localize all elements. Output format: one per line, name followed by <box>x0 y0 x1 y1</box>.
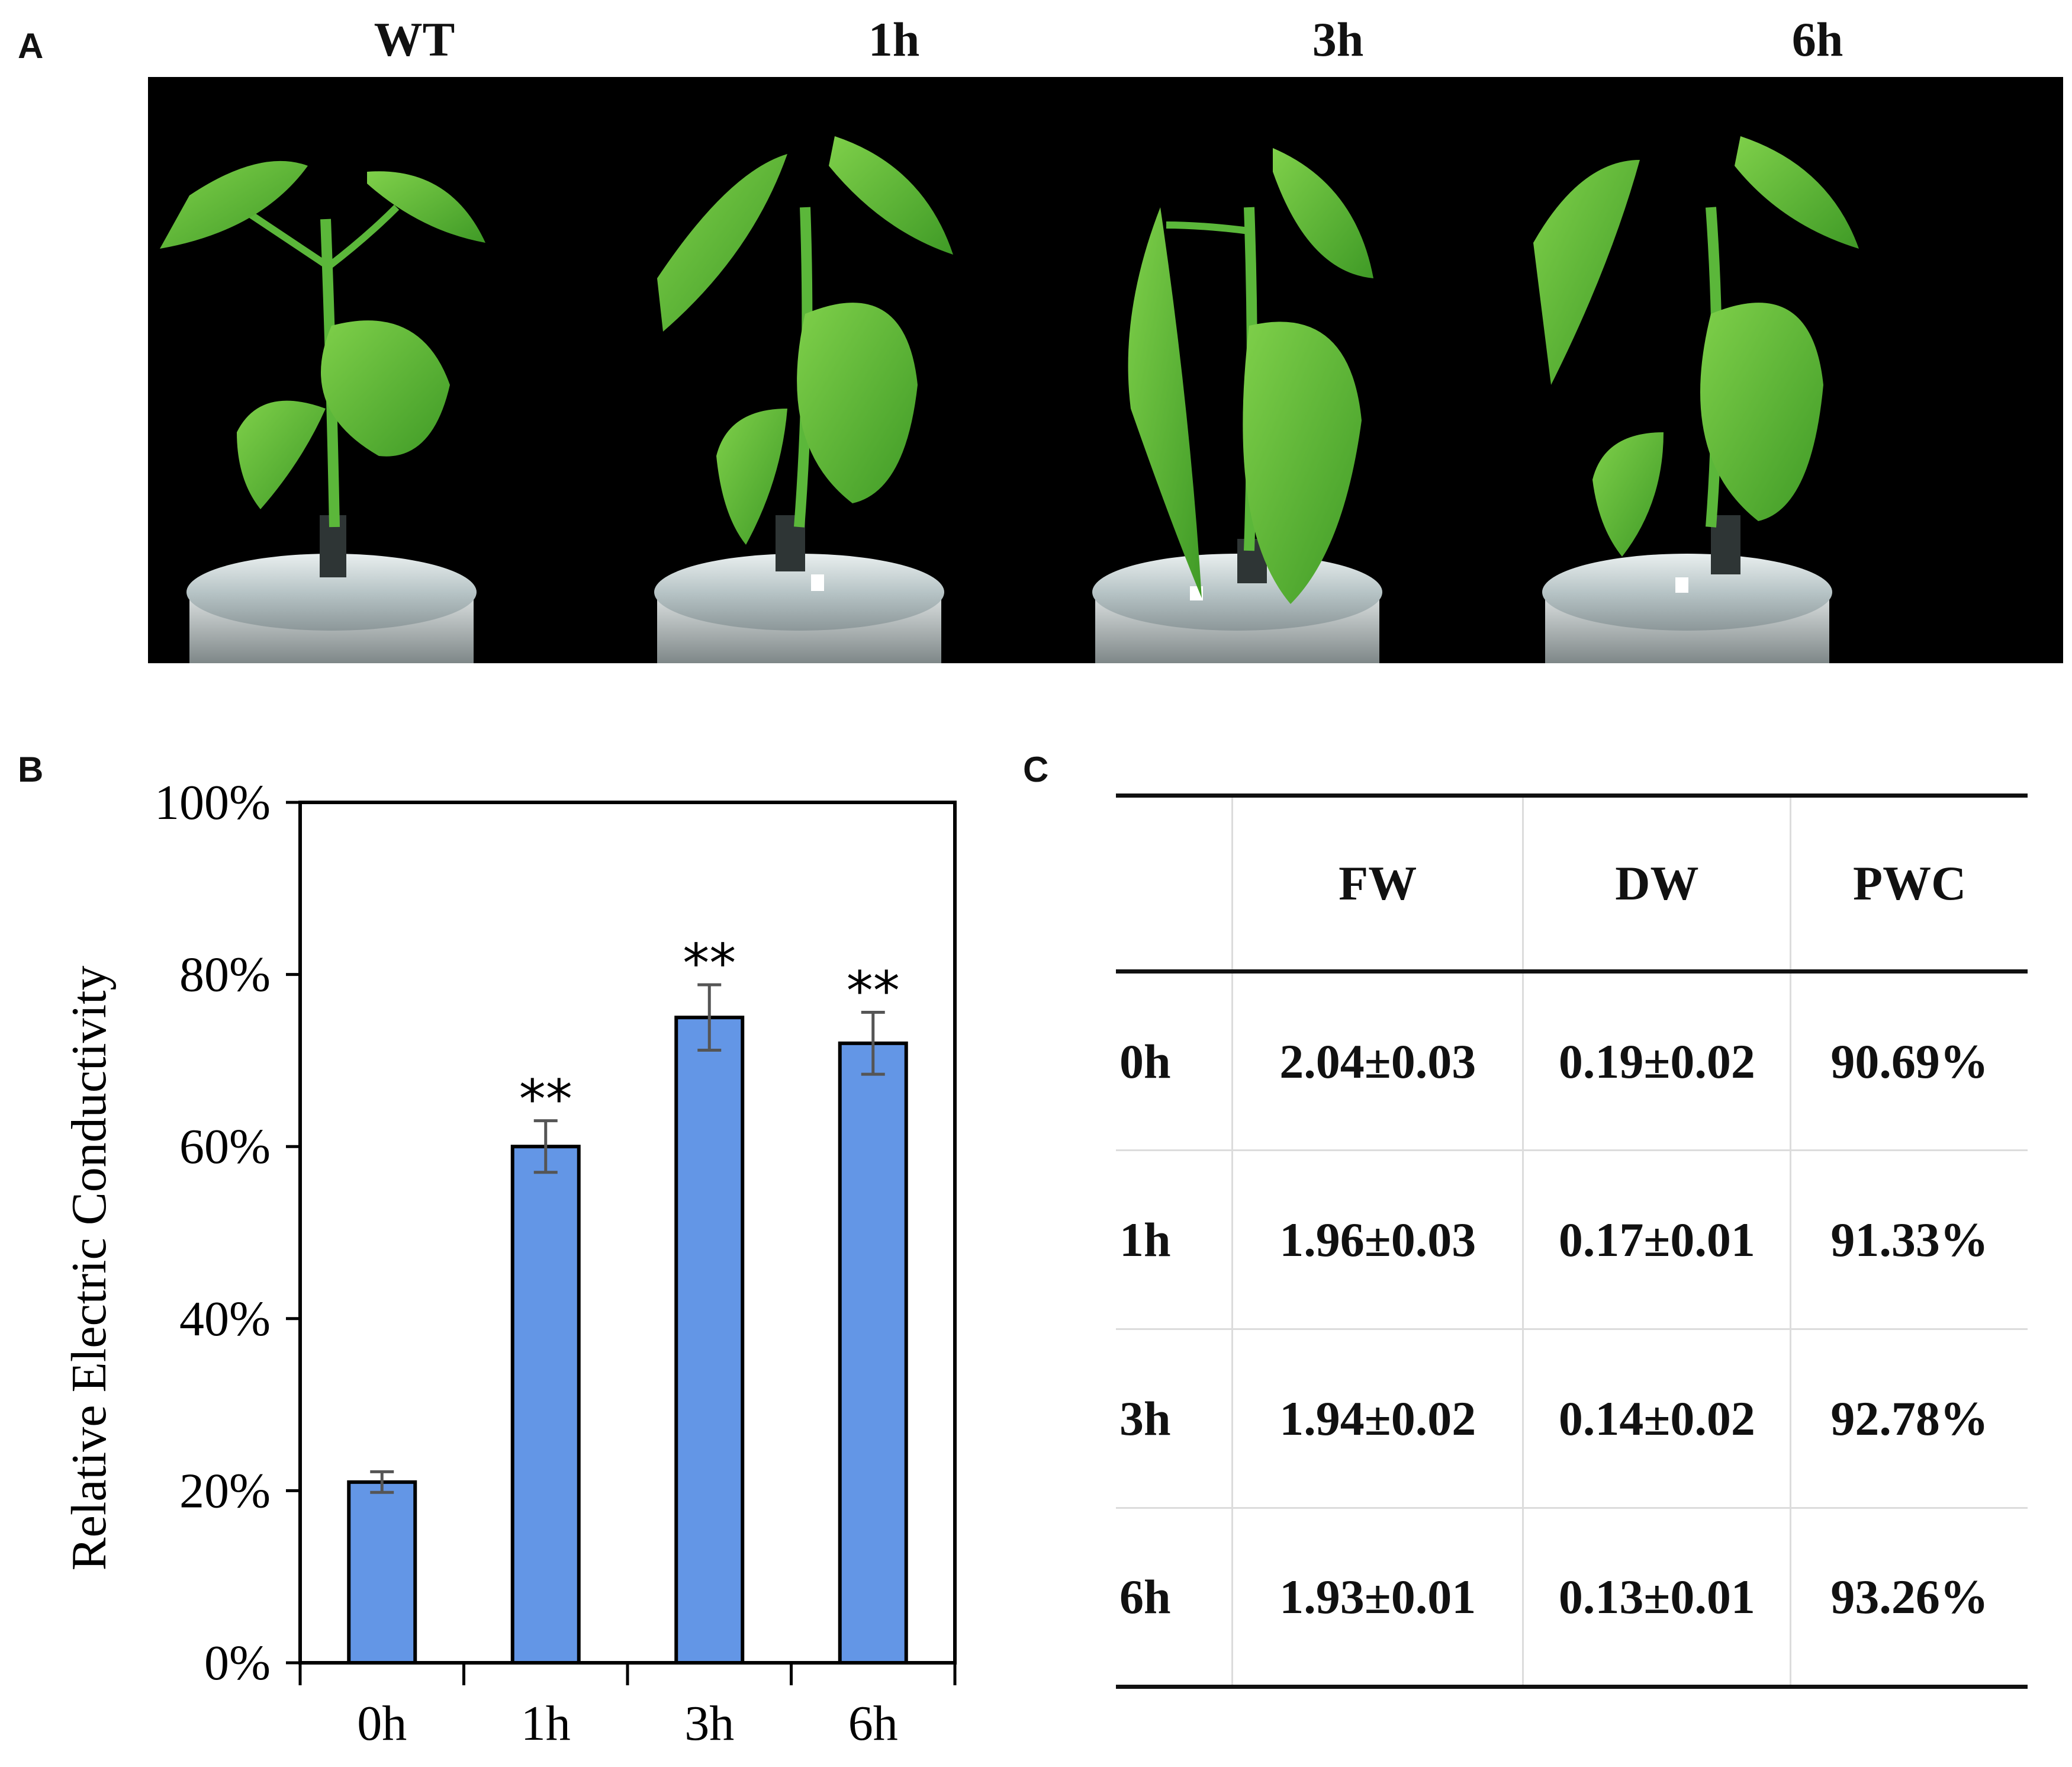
table-cell: 6h <box>1116 1508 1233 1689</box>
table-cell: 93.26% <box>1790 1508 2028 1689</box>
table-cell: 91.33% <box>1790 1150 2028 1330</box>
y-tick-label: 20% <box>179 1463 271 1518</box>
bar-1h <box>510 1145 581 1665</box>
y-axis-label: Relative Electric Conductivity <box>62 966 117 1571</box>
panel-a-label: A <box>18 26 44 66</box>
plant-1h <box>654 136 953 663</box>
photo-title-6h: 6h <box>1791 12 1843 66</box>
table-cell: 1.93±0.01 <box>1231 1508 1524 1689</box>
bar-3h <box>674 1016 745 1665</box>
table-cell: 0.17±0.01 <box>1522 1150 1792 1330</box>
photo-title-1h: 1h <box>868 12 920 66</box>
y-tick-label: 80% <box>179 947 271 1003</box>
table-header-corner <box>1116 795 1233 974</box>
table-cell: 0.14±0.02 <box>1522 1329 1792 1509</box>
plant-6h <box>1533 136 1859 663</box>
table-cell: 92.78% <box>1790 1329 2028 1509</box>
table-header-row: FW DW PWC <box>1116 795 2028 974</box>
bar-0h <box>347 1480 417 1665</box>
panel-b-label: B <box>18 750 44 789</box>
table-header-pwc: PWC <box>1790 795 2028 974</box>
table-cell: 1.94±0.02 <box>1231 1329 1524 1509</box>
y-tick-label: 60% <box>179 1119 271 1174</box>
bar-6h <box>838 1041 908 1665</box>
x-tick-label: 3h <box>684 1696 734 1751</box>
table-row: 1h 1.96±0.03 0.17±0.01 91.33% <box>1116 1150 2028 1330</box>
table-header-dw: DW <box>1522 795 1792 974</box>
table-cell: 2.04±0.03 <box>1231 971 1524 1151</box>
y-tick-label: 40% <box>179 1291 271 1347</box>
plant-3h <box>1092 148 1382 663</box>
significance-label: ** <box>519 1069 572 1131</box>
x-tick-label: 0h <box>357 1696 407 1751</box>
photo-title-3h: 3h <box>1312 12 1364 66</box>
y-tick-label: 100% <box>155 775 271 830</box>
conductivity-bar-chart: 0% 20% 40% 60% 80% 100% 0h 1h ** 3h ** 6h ** Relative… <box>62 775 957 1751</box>
table-row: 6h 1.93±0.01 0.13±0.01 93.26% <box>1116 1508 2028 1689</box>
table-row: 3h 1.94±0.02 0.14±0.02 92.78% <box>1116 1329 2028 1509</box>
table-cell: 0.13±0.01 <box>1522 1508 1792 1689</box>
photo-title-wt: WT <box>374 12 455 66</box>
weight-table: FW DW PWC 0h 2.04±0.03 0.19±0.02 90.69% … <box>1116 793 2028 1689</box>
x-tick-label: 1h <box>521 1696 571 1751</box>
table-cell: 0h <box>1116 971 1233 1151</box>
table-cell: 90.69% <box>1790 971 2028 1151</box>
plant-photo-strip <box>148 77 2063 663</box>
table-row: 0h 2.04±0.03 0.19±0.02 90.69% <box>1116 971 2028 1151</box>
significance-label: ** <box>847 960 900 1023</box>
table-cell: 0.19±0.02 <box>1522 971 1792 1151</box>
table-header-fw: FW <box>1231 795 1524 974</box>
y-tick-label: 0% <box>204 1636 271 1691</box>
table-cell: 3h <box>1116 1329 1233 1509</box>
table-cell: 1.96±0.03 <box>1231 1150 1524 1330</box>
panel-c-label: C <box>1023 750 1049 789</box>
significance-label: ** <box>683 933 736 995</box>
x-tick-label: 6h <box>848 1696 898 1751</box>
table-cell: 1h <box>1116 1150 1233 1330</box>
plant-wt <box>160 160 485 663</box>
